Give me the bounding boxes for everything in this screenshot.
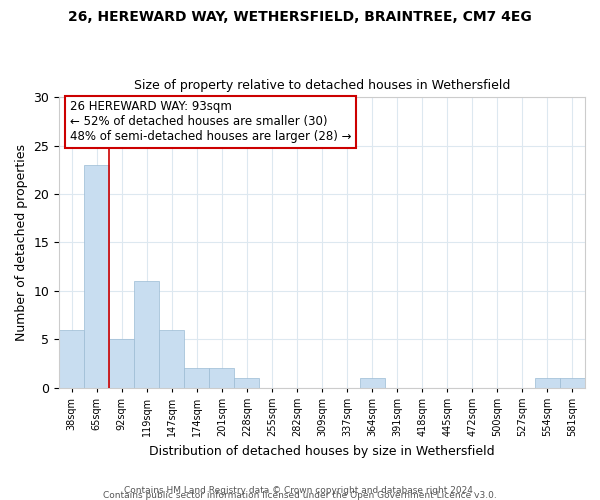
Bar <box>184 368 209 388</box>
X-axis label: Distribution of detached houses by size in Wethersfield: Distribution of detached houses by size … <box>149 444 495 458</box>
Text: 26, HEREWARD WAY, WETHERSFIELD, BRAINTREE, CM7 4EG: 26, HEREWARD WAY, WETHERSFIELD, BRAINTRE… <box>68 10 532 24</box>
Bar <box>560 378 585 388</box>
Title: Size of property relative to detached houses in Wethersfield: Size of property relative to detached ho… <box>134 79 510 92</box>
Bar <box>235 378 259 388</box>
Bar <box>359 378 385 388</box>
Bar <box>84 165 109 388</box>
Bar <box>134 281 160 388</box>
Text: Contains public sector information licensed under the Open Government Licence v3: Contains public sector information licen… <box>103 490 497 500</box>
Bar <box>535 378 560 388</box>
Bar <box>109 340 134 388</box>
Bar <box>160 330 184 388</box>
Text: 26 HEREWARD WAY: 93sqm
← 52% of detached houses are smaller (30)
48% of semi-det: 26 HEREWARD WAY: 93sqm ← 52% of detached… <box>70 100 351 143</box>
Text: Contains HM Land Registry data © Crown copyright and database right 2024.: Contains HM Land Registry data © Crown c… <box>124 486 476 495</box>
Bar <box>59 330 84 388</box>
Y-axis label: Number of detached properties: Number of detached properties <box>15 144 28 341</box>
Bar <box>209 368 235 388</box>
